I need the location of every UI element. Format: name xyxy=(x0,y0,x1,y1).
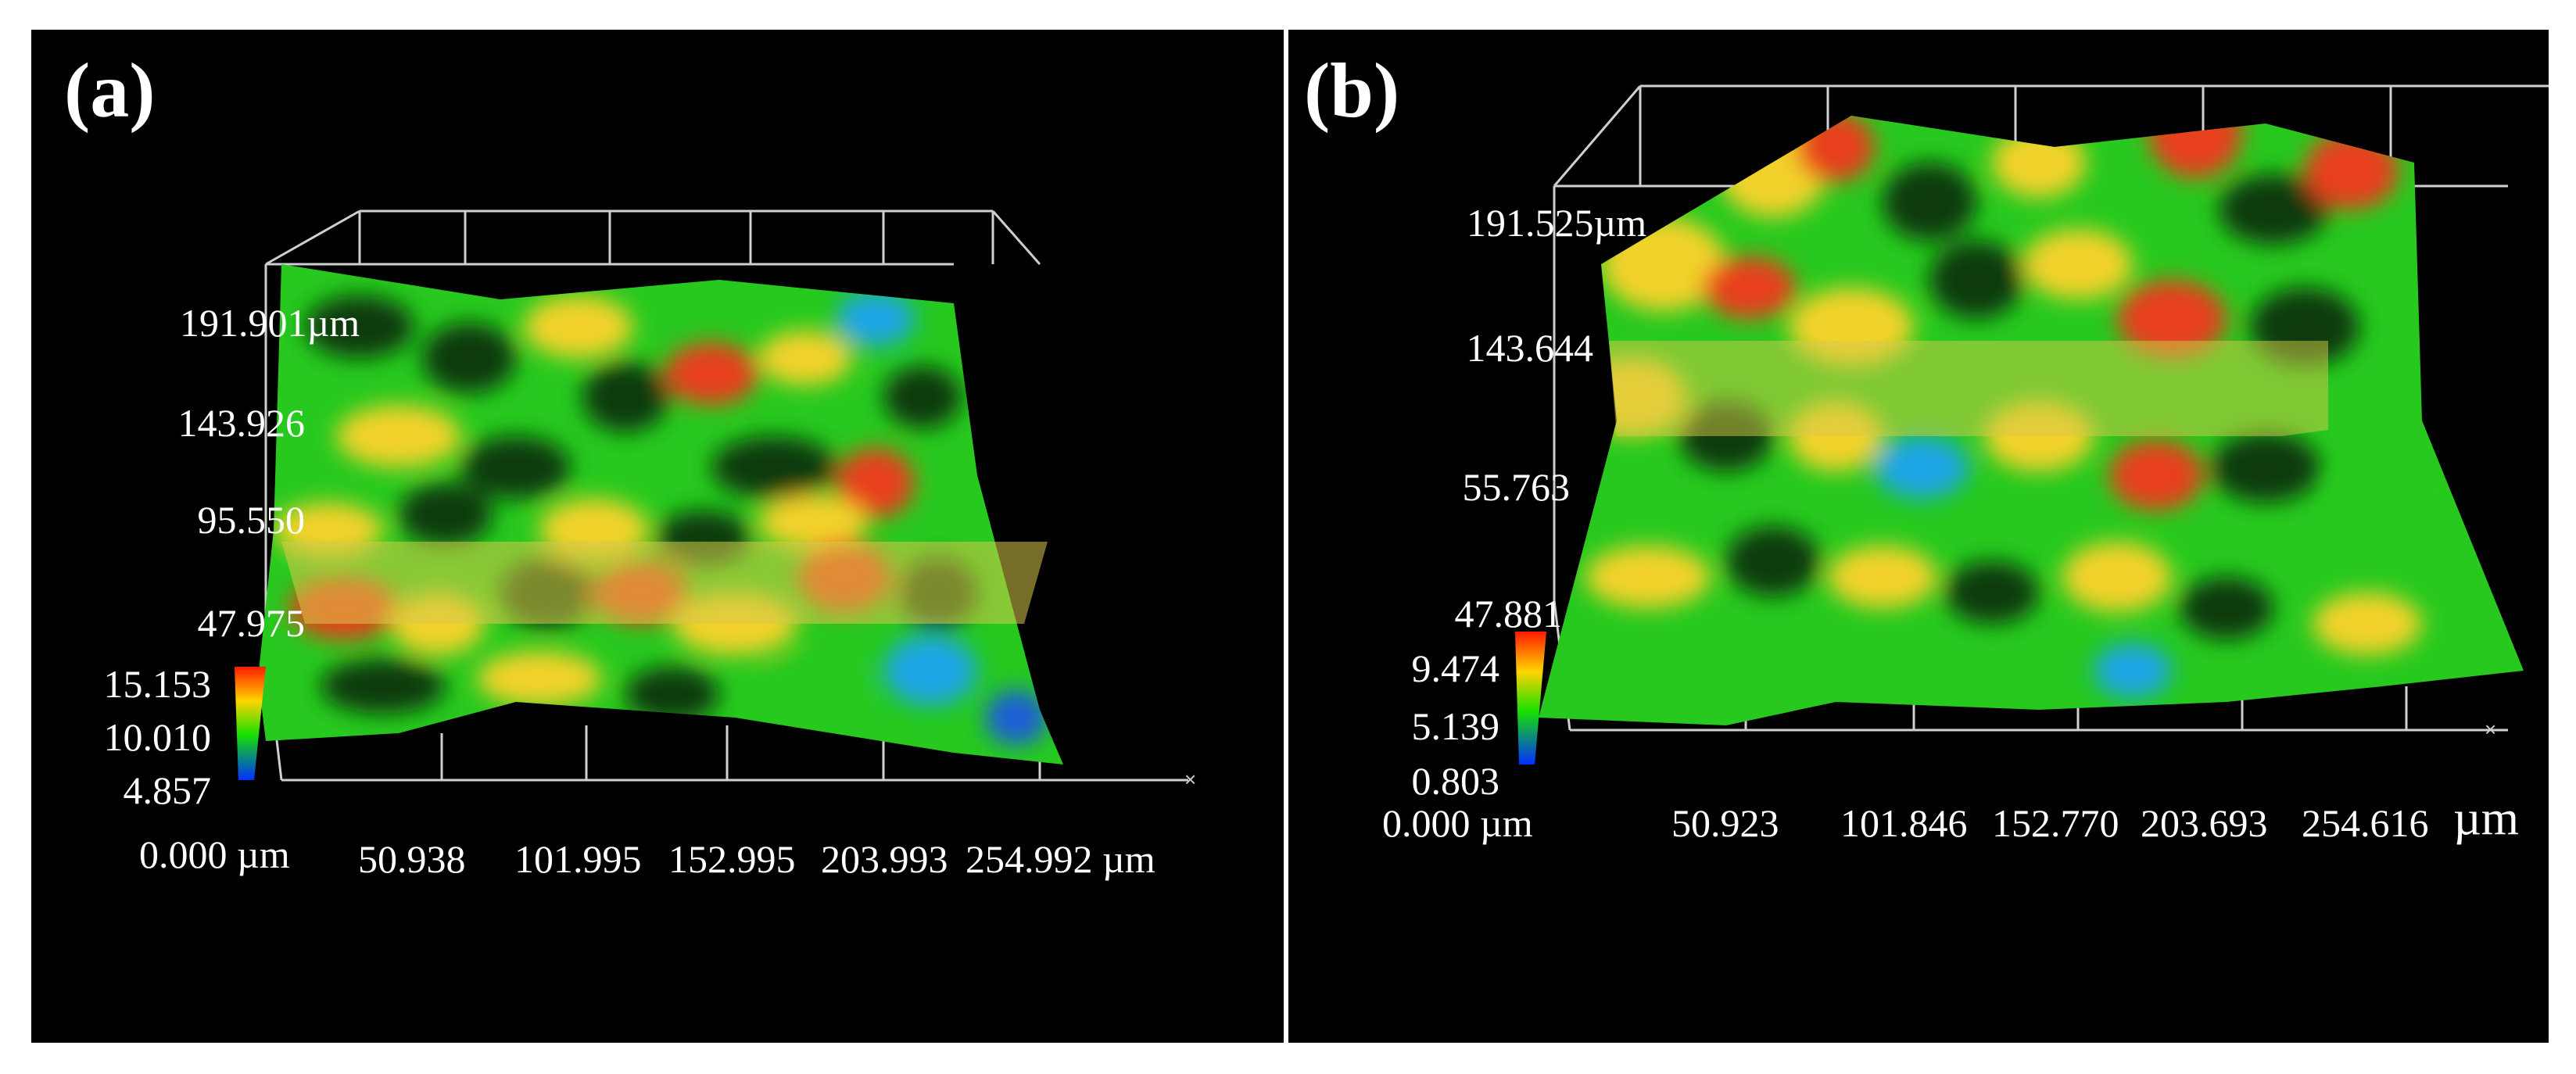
y-tick-a-2: 95.550 xyxy=(197,498,306,542)
axis-end-mark-a: × xyxy=(1184,768,1196,791)
surface-plot-b: × xyxy=(1515,84,2549,764)
x-tick-b-0: 0.000 µm xyxy=(1382,801,1533,845)
panel-a: × xyxy=(31,30,1284,1043)
x-tick-a-4: 203.993 xyxy=(821,837,948,881)
colorbar-tick-b-1: 5.139 xyxy=(1411,704,1500,748)
surface-a xyxy=(258,264,1063,764)
x-tick-a-3: 152.995 xyxy=(668,837,796,881)
x-tick-b-4: 203.693 xyxy=(2141,801,2268,845)
axis-end-mark-b: × xyxy=(2485,718,2496,741)
y-tick-a-3: 47.975 xyxy=(197,601,306,645)
x-tick-a-5: 254.992 µm xyxy=(966,837,1155,881)
colorbar-tick-a-1: 10.010 xyxy=(103,715,212,759)
colorbar-tick-a-0: 15.153 xyxy=(103,662,212,706)
y-tick-a-1: 143.926 xyxy=(177,401,306,445)
x-tick-b-1: 50.923 xyxy=(1671,801,1779,845)
colorbar-tick-b-2: 0.803 xyxy=(1411,759,1500,803)
x-tick-b-5: 254.616 xyxy=(2302,801,2429,845)
colorbar-a xyxy=(235,667,266,780)
colorbar-tick-a-2: 4.857 xyxy=(123,768,212,812)
y-tick-b-1: 143.644 xyxy=(1466,326,1594,370)
x-tick-a-2: 101.995 xyxy=(514,837,642,881)
y-tick-b-2: 55.763 xyxy=(1462,465,1571,509)
x-tick-a-1: 50.938 xyxy=(358,837,466,881)
section-plane-a xyxy=(281,542,1048,624)
panel-label-a: (a) xyxy=(64,47,156,134)
colorbar-b xyxy=(1515,632,1546,764)
y-tick-b-3: 47.881 xyxy=(1454,592,1563,635)
surface-plot-a: × xyxy=(235,209,1196,791)
colorbar-tick-b-0: 9.474 xyxy=(1411,646,1500,690)
x-tick-b-3: 152.770 xyxy=(1992,801,2119,845)
x-unit-b: µm xyxy=(2453,792,2519,845)
x-tick-b-2: 101.846 xyxy=(1840,801,1968,845)
panel-label-b: (b) xyxy=(1304,47,1400,134)
y-tick-b-0: 191.525µm xyxy=(1467,201,1647,245)
section-plane-b xyxy=(1609,341,2328,436)
x-tick-a-0: 0.000 µm xyxy=(139,832,290,876)
panel-b: × xyxy=(1288,30,2549,1043)
y-tick-a-0: 191.901µm xyxy=(180,301,360,345)
